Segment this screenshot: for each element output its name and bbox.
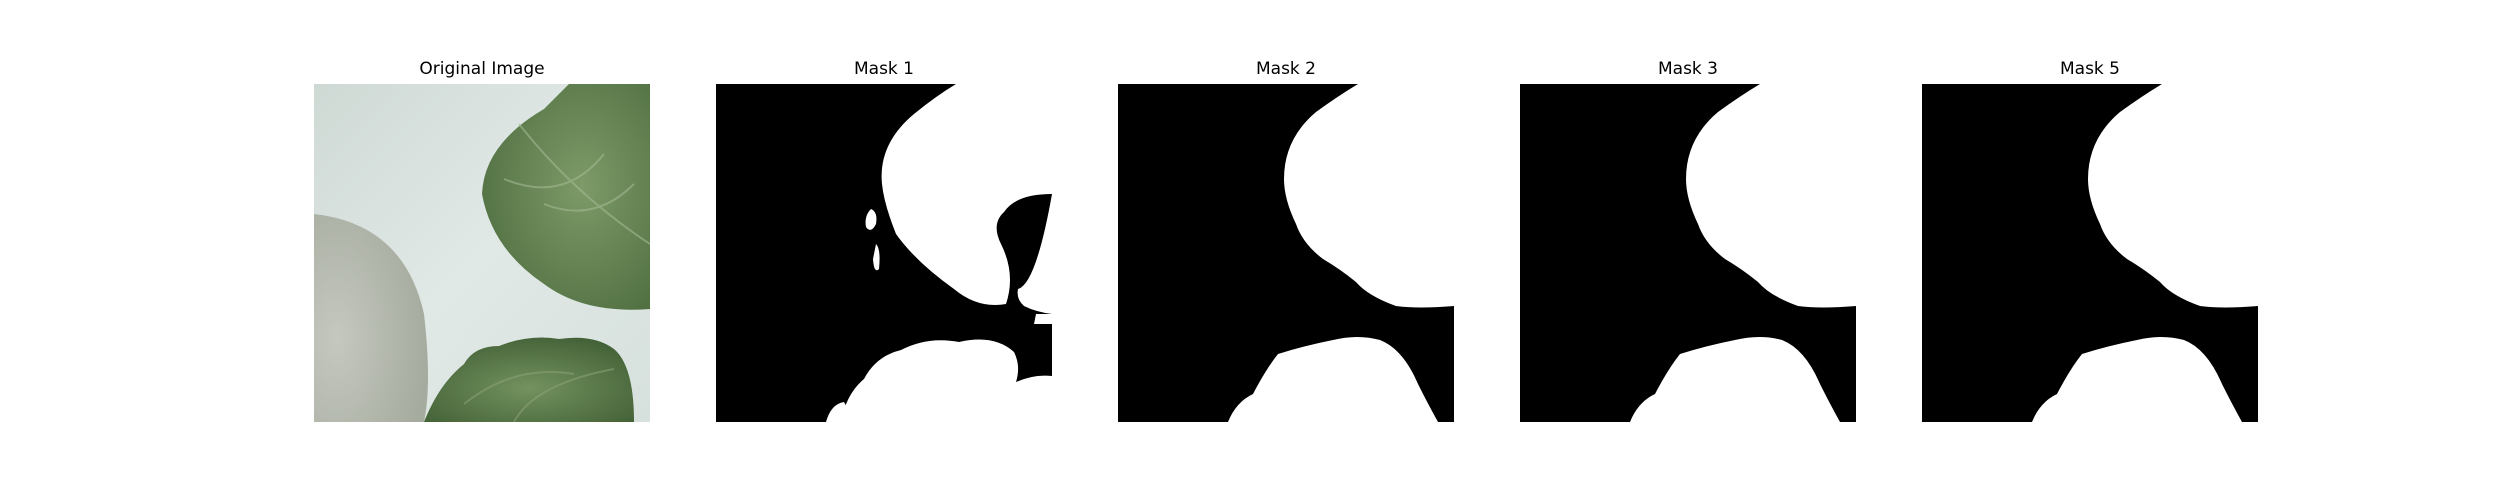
panel-title-mask-1: Mask 1 — [853, 59, 914, 79]
mask-1-panel — [716, 84, 1052, 422]
small-blob-mask — [2200, 249, 2206, 254]
mask-1-image — [716, 84, 1052, 422]
mask-5-image — [1922, 84, 2258, 422]
small-blob-mask — [873, 244, 880, 271]
upper-leaf-mask — [1284, 84, 1454, 308]
panel-title-original-image: Original Image — [419, 59, 545, 79]
small-blob-mask — [1798, 249, 1804, 254]
small-blob-mask — [1376, 221, 1385, 238]
upper-leaf-veins — [503, 123, 650, 245]
lower-leaf — [424, 337, 634, 422]
small-blob-mask — [1348, 239, 1366, 257]
small-blob-mask — [1750, 239, 1768, 257]
panel-title-mask-3: Mask 3 — [1657, 59, 1718, 79]
mask-3-image — [1520, 84, 1856, 422]
lower-leaf-veins — [463, 368, 615, 422]
mask-5-panel — [1922, 84, 2258, 422]
mask-2-panel — [1118, 84, 1454, 422]
small-blob-mask — [2212, 252, 2217, 256]
upper-right-mask — [1017, 194, 1052, 314]
lower-leaf-mask — [1228, 337, 1438, 422]
upper-leaf-mask — [2088, 84, 2258, 308]
panel-title-mask-5: Mask 5 — [2059, 59, 2120, 79]
panel-title-mask-2: Mask 2 — [1255, 59, 1316, 79]
lower-left-blob-mask — [826, 402, 849, 422]
edge-blob-mask — [1034, 314, 1052, 324]
lower-leaf-mask — [1630, 337, 1840, 422]
small-blob-mask — [1778, 221, 1787, 238]
small-blob-mask — [2180, 221, 2189, 238]
bowl-shape — [314, 214, 428, 422]
lower-leaf-mask — [841, 339, 1052, 422]
mask-2-image — [1118, 84, 1454, 422]
upper-leaf-mask — [1686, 84, 1856, 308]
mask-3-panel — [1520, 84, 1856, 422]
small-blob-mask — [1810, 252, 1815, 256]
small-blob-mask — [865, 209, 877, 230]
small-blob-mask — [1408, 252, 1413, 256]
original-photo — [314, 84, 650, 422]
upper-leaf — [482, 84, 650, 310]
upper-leaf-mask — [881, 84, 1052, 305]
small-blob-mask — [2152, 239, 2170, 257]
lower-leaf-mask — [2032, 337, 2242, 422]
small-blob-mask — [1396, 249, 1402, 254]
original-image-panel — [314, 84, 650, 422]
